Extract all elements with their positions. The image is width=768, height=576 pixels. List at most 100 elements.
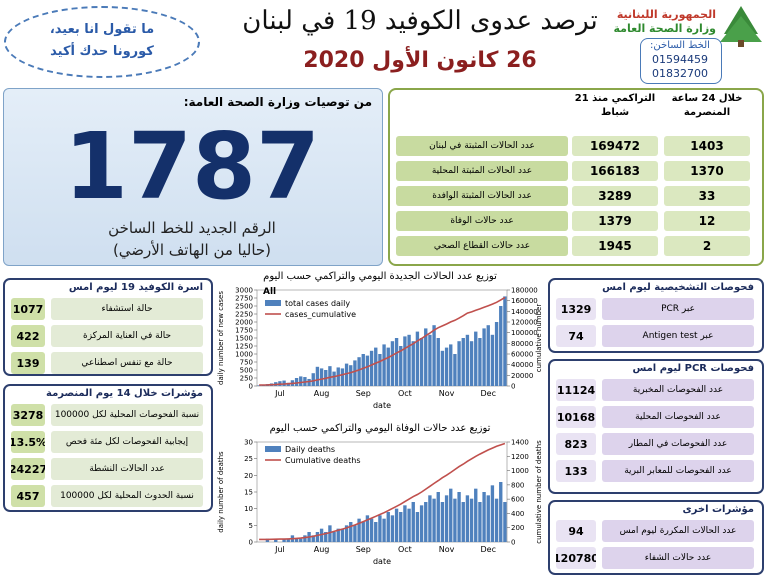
x-tick-label: Sep: [356, 389, 371, 398]
slogan-line: ما تقول انا بعيد،: [49, 22, 155, 37]
stat-value: 133: [556, 460, 596, 482]
bar: [490, 334, 495, 386]
stat-value: 1077: [11, 298, 45, 320]
y2-tick-label: 1400: [511, 439, 529, 447]
bar: [482, 492, 486, 542]
stat-panel: مؤشرات خلال 14 يوم المنصرمة نسبة الفحوصات…: [3, 384, 213, 512]
bar: [407, 334, 411, 386]
summary-label: عدد حالات الوفاة: [396, 211, 568, 231]
stat-panel: فحوصات PCR ليوم امس عدد الفحوصات المخبرية…: [548, 359, 764, 494]
main-title: ترصد عدوى الكوفيد 19 في لبنان: [242, 6, 598, 36]
bar: [315, 366, 320, 386]
y2-tick-label: 400: [511, 510, 524, 518]
bar: [411, 502, 415, 542]
bar: [369, 350, 374, 386]
legend-label: total cases daily: [285, 299, 350, 308]
bar: [486, 495, 490, 542]
summary-daily: 1403: [664, 136, 750, 156]
bar: [490, 485, 495, 542]
bar: [299, 538, 303, 542]
bar: [403, 505, 407, 542]
chart: توزيع عدد حالات الوفاة اليومي والتراكمي …: [217, 423, 543, 566]
x-axis-label: date: [373, 401, 391, 410]
stat-value: 823: [556, 433, 596, 455]
bar: [499, 306, 503, 386]
bar: [432, 325, 436, 386]
stat-label: حالة مع تنفس اصطناعي: [51, 352, 203, 374]
bar: [353, 525, 357, 542]
x-tick-label: Dec: [481, 545, 496, 554]
ministry: وزارة الصحة العامة: [613, 22, 717, 35]
bar: [332, 371, 336, 386]
y-tick-label: 2250: [235, 311, 253, 319]
stat-panel-title: اسرة الكوفيد 19 ليوم امس: [68, 282, 203, 293]
line: [259, 296, 506, 386]
y2-tick-label: 120000: [511, 319, 538, 327]
bar: [465, 495, 470, 542]
x-axis-label: date: [373, 557, 391, 566]
stat-value: 139: [11, 352, 45, 374]
legend-swatch: [265, 446, 281, 452]
summary-cumulative: 1379: [572, 211, 658, 231]
stat-value: 74: [556, 325, 596, 347]
bar: [382, 344, 386, 386]
bar: [365, 515, 370, 542]
stat-value: 24227: [11, 458, 45, 480]
x-tick-label: Oct: [398, 389, 412, 398]
bar: [424, 328, 428, 386]
bar: [349, 365, 353, 386]
bar: [340, 528, 345, 542]
summary-cumulative: 3289: [572, 186, 658, 206]
chart-title: توزيع عدد الحالات الجديدة اليومي والتراك…: [263, 271, 497, 282]
y2-tick-label: 200: [511, 524, 524, 532]
plot-area: [256, 441, 508, 543]
legend-label: Daily deaths: [285, 445, 335, 454]
x-tick-label: Dec: [481, 389, 496, 398]
stat-panel-title: مؤشرات خلال 14 يوم المنصرمة: [46, 388, 203, 399]
bar: [299, 376, 303, 386]
republic: الجمهورية اللبنانية: [616, 8, 716, 21]
y-tick-label: 2750: [235, 295, 253, 303]
summary-label: عدد الحالات المثبتة المحلية: [396, 161, 568, 181]
y2-tick-label: 0: [511, 383, 515, 391]
stat-value: 3278: [11, 404, 45, 426]
y-tick-label: 1500: [235, 335, 253, 343]
stat-value: 1329: [556, 298, 596, 320]
bar: [394, 508, 399, 542]
bar: [369, 518, 374, 542]
stat-label: عدد الحالات المكررة ليوم امس: [602, 520, 754, 542]
stat-panel-title: مؤشرات اخرى: [682, 504, 755, 515]
bar: [440, 502, 445, 542]
date: 26 كانون الأول 2020: [303, 48, 537, 73]
bar: [474, 331, 478, 386]
y-tick-label: 25: [244, 455, 253, 463]
bar: [478, 502, 482, 542]
y2-tick-label: 600: [511, 496, 524, 504]
bar: [257, 385, 261, 386]
stat-label: عدد الفحوصات المخبرية: [602, 379, 754, 401]
y-tick-label: 15: [244, 489, 253, 497]
y2-tick-label: 100000: [511, 329, 538, 337]
summary-daily: 12: [664, 211, 750, 231]
summary-daily: 1370: [664, 161, 750, 181]
bar: [428, 334, 432, 386]
y-tick-label: 1750: [235, 327, 253, 335]
chart: توزيع عدد الحالات الجديدة اليومي والتراك…: [217, 271, 543, 410]
bar: [319, 368, 324, 386]
bar: [444, 347, 449, 386]
stat-value: 457: [11, 485, 45, 507]
bar: [294, 378, 299, 386]
summary-cumulative: 166183: [572, 161, 658, 181]
y-tick-label: 1250: [235, 343, 253, 351]
bar: [328, 525, 332, 542]
y-tick-label: 1000: [235, 351, 253, 359]
bar: [424, 502, 428, 542]
bar: [274, 538, 278, 542]
bar: [336, 367, 340, 386]
stat-label: عدد الفحوصات للمعابر البرية: [602, 460, 754, 482]
stat-label: حالة استشفاء: [51, 298, 203, 320]
bar: [469, 498, 474, 542]
bar: [399, 346, 403, 386]
summary-daily: 2: [664, 236, 750, 256]
summary-cumulative: 1945: [572, 236, 658, 256]
